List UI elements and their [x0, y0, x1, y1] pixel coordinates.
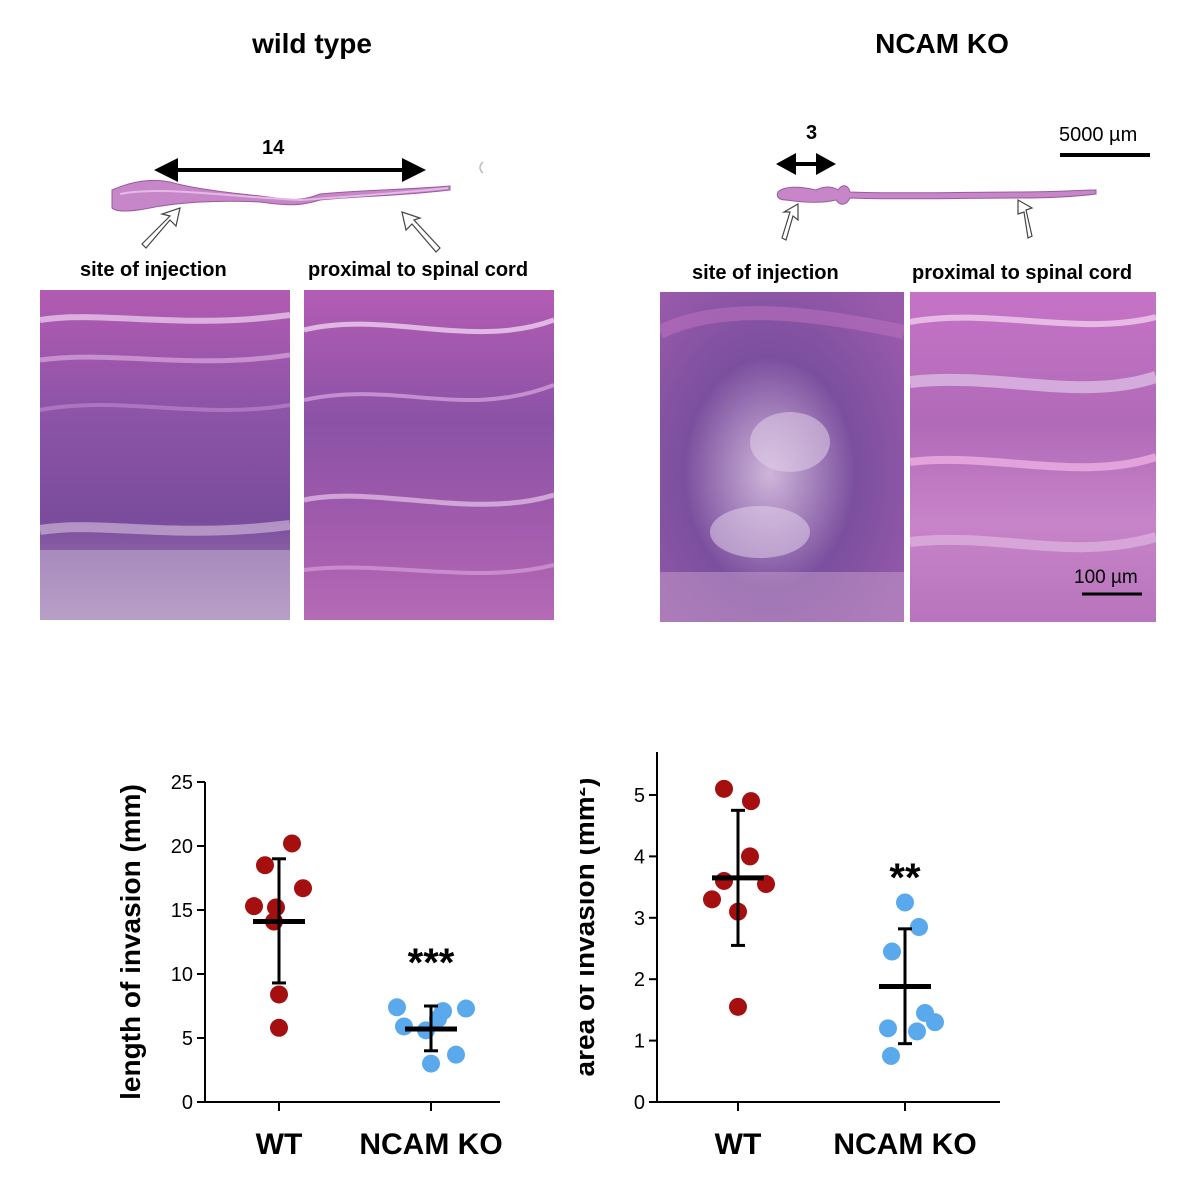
injection-site-arrow-icon	[141, 207, 181, 249]
data-point	[715, 779, 733, 798]
data-point	[715, 871, 733, 890]
data-point	[283, 834, 301, 853]
y-tick-label: 10	[171, 964, 193, 986]
y-axis-label: length of invasion (mm)	[115, 784, 146, 1100]
data-point	[429, 1009, 447, 1028]
y-tick-label: 2	[634, 969, 645, 991]
x-category-label: NCAM KO	[359, 1128, 502, 1161]
area-of-invasion-chart: 0 1 2 3 4 5 area of invasion (mm2) WT NCAM KO **	[580, 752, 1000, 1161]
y-axis-label-end: )	[580, 778, 600, 787]
injection-site-arrow-icon	[781, 202, 799, 241]
wild-type-nerve-macro	[111, 158, 484, 253]
data-point	[926, 1013, 944, 1032]
y-tick-label: 3	[634, 908, 645, 930]
ncam-ko-nerve-macro	[776, 153, 1150, 241]
x-category-label: NCAM KO	[833, 1128, 976, 1161]
data-point	[447, 1045, 465, 1064]
wild-type-length-label: 14	[262, 137, 285, 159]
data-point	[256, 856, 274, 875]
y-axis-label-superscript: 2	[580, 787, 589, 796]
ko-right-label: proximal to spinal cord	[912, 262, 1133, 284]
data-point	[703, 890, 721, 909]
length-of-invasion-chart: 0 5 10 15 20 25 length of invasion (mm) WT NCAM …	[115, 772, 503, 1161]
data-point	[883, 942, 901, 961]
micro-scale-label: 100 µm	[1074, 567, 1138, 588]
data-point	[457, 999, 475, 1018]
y-tick-label: 1	[634, 1031, 645, 1053]
data-point	[896, 893, 914, 912]
proximal-site-arrow-icon	[401, 211, 441, 253]
wt-micrograph-proximal	[304, 290, 554, 620]
x-category-label: WT	[715, 1128, 762, 1161]
data-point	[882, 1046, 900, 1065]
y-tick-label: 20	[171, 836, 193, 858]
ko-micrograph-proximal	[910, 292, 1156, 622]
y-tick-label: 15	[171, 900, 193, 922]
macro-scale-label: 5000 µm	[1059, 124, 1138, 146]
y-tick-label: 0	[634, 1092, 645, 1114]
data-point	[245, 897, 263, 916]
y-tick-label: 4	[634, 846, 645, 868]
data-point	[729, 997, 747, 1016]
data-point	[270, 985, 288, 1004]
length-arrow-head-right	[816, 153, 836, 175]
x-category-label: WT	[256, 1128, 303, 1161]
length-arrow-head-left	[776, 153, 796, 175]
wt-left-label: site of injection	[80, 259, 227, 281]
ko-micrograph-injection-site	[660, 292, 904, 622]
significance-marker: ***	[408, 941, 455, 985]
data-point	[741, 847, 759, 866]
significance-marker: **	[889, 856, 921, 900]
wt-micrograph-injection-site	[40, 290, 290, 620]
y-tick-label: 5	[182, 1028, 193, 1050]
data-point	[395, 1017, 413, 1036]
data-point	[742, 792, 760, 811]
data-point	[908, 1022, 926, 1041]
length-arrow-head-left	[154, 158, 178, 182]
ko-left-label: site of injection	[692, 262, 839, 284]
data-point	[388, 998, 406, 1017]
wild-type-title: wild type	[252, 28, 372, 59]
data-point	[422, 1054, 440, 1073]
y-tick-label: 25	[171, 772, 193, 794]
data-point	[879, 1019, 897, 1038]
proximal-site-arrow-icon	[1017, 198, 1034, 239]
ncam-ko-title: NCAM KO	[875, 28, 1009, 59]
data-point	[910, 918, 928, 936]
ncam-ko-length-label: 3	[806, 122, 818, 144]
data-point	[270, 1018, 288, 1037]
wt-right-label: proximal to spinal cord	[308, 259, 529, 281]
y-tick-label: 5	[634, 785, 645, 807]
length-arrow-head-right	[402, 158, 426, 182]
y-axis-label: area of invasion (mm2)	[580, 778, 600, 1077]
data-point	[294, 879, 312, 898]
y-tick-label: 0	[182, 1092, 193, 1114]
